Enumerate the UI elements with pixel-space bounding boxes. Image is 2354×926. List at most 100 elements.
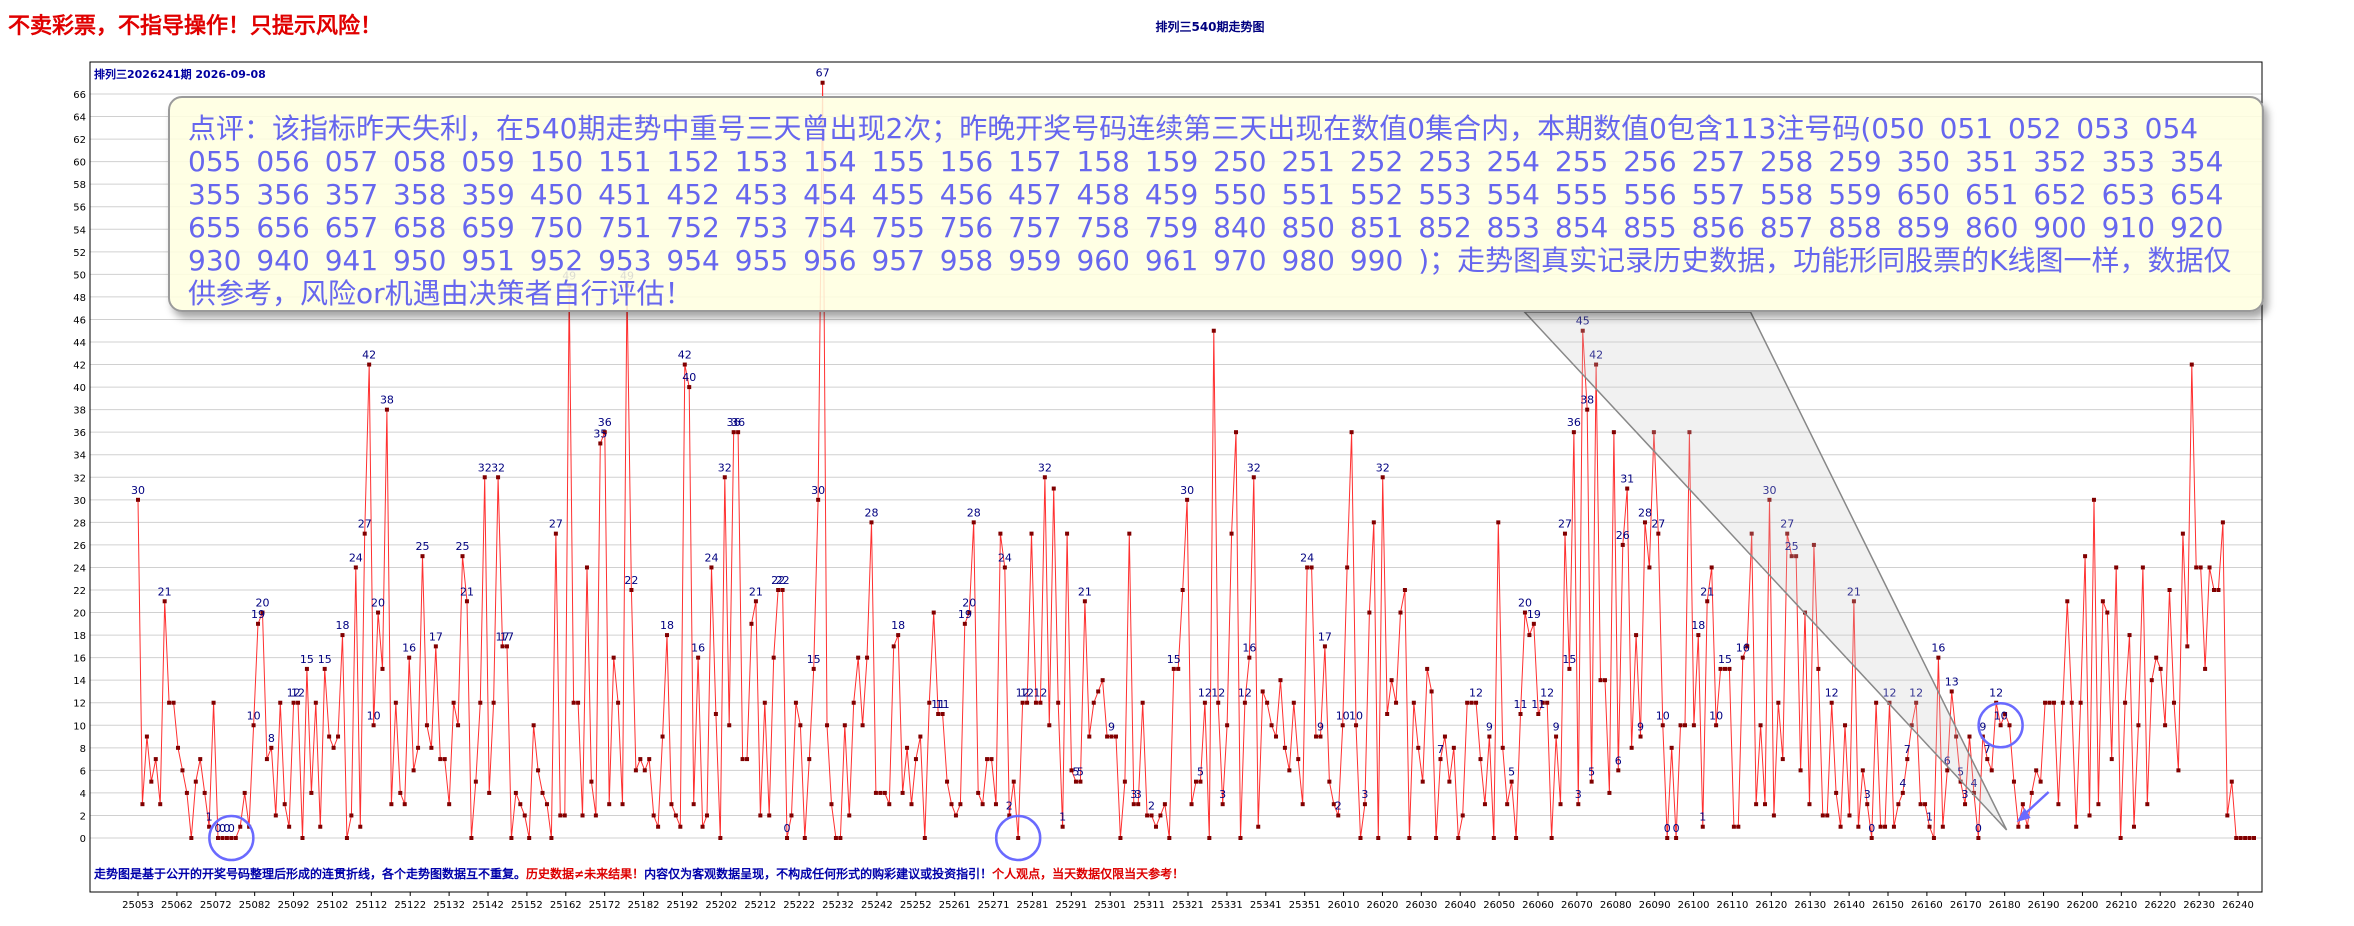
x-tick-label: 25142 (472, 900, 504, 911)
data-point (2234, 836, 2239, 840)
data-point (233, 836, 238, 840)
y-tick-label: 10 (73, 721, 86, 732)
x-tick-label: 25212 (744, 900, 776, 911)
data-label: 9 (1317, 721, 1324, 734)
data-point (1540, 700, 1545, 705)
data-label: 1 (1926, 811, 1933, 824)
data-point (1500, 745, 1505, 750)
data-label: 0 (1975, 822, 1982, 835)
data-label: 18 (891, 619, 905, 632)
data-label: 10 (1656, 709, 1670, 722)
marker-circle (208, 814, 255, 862)
data-point (1127, 531, 1132, 536)
x-tick-label: 25102 (317, 900, 349, 911)
data-point (1469, 700, 1474, 705)
data-point (1491, 836, 1496, 840)
data-label: 12 (1033, 687, 1047, 700)
data-point (469, 836, 474, 840)
data-label: 18 (335, 619, 349, 632)
data-point (193, 779, 198, 784)
data-label: 24 (349, 551, 363, 564)
x-tick-label: 26090 (1639, 900, 1671, 911)
data-label: 11 (936, 698, 950, 711)
data-point (158, 802, 163, 807)
data-label: 0 (1664, 822, 1671, 835)
data-label: 7 (1904, 743, 1911, 756)
data-point (149, 779, 154, 784)
data-label: 36 (1567, 416, 1581, 429)
data-point (971, 520, 976, 525)
data-point (211, 700, 216, 705)
data-label: 24 (1300, 551, 1314, 564)
y-tick-label: 24 (73, 563, 86, 574)
data-point (1327, 779, 1332, 784)
data-label: 3 (1219, 788, 1226, 801)
footnote-part2: 历史数据≠未来结果！ (526, 867, 645, 881)
data-label: 25 (456, 540, 470, 553)
data-point (496, 475, 501, 480)
data-point (1625, 486, 1630, 491)
data-point (1763, 802, 1768, 807)
data-point (758, 813, 763, 818)
data-point (358, 824, 363, 829)
data-point (176, 745, 181, 750)
data-point (1482, 802, 1487, 807)
data-point (1745, 644, 1750, 649)
data-point (727, 723, 732, 728)
data-label: 20 (962, 597, 976, 610)
x-tick-label: 26140 (1833, 900, 1865, 911)
comment-text: 点评：该指标昨天失利，在540期走势中重号三天曾出现2次；昨晚开奖号码连续第三天… (188, 112, 2232, 310)
data-point (1816, 666, 1821, 671)
data-label: 3 (1575, 788, 1582, 801)
data-point (1749, 531, 1754, 536)
y-tick-label: 40 (73, 383, 86, 394)
data-point (336, 734, 341, 739)
data-point (500, 644, 505, 649)
data-point (2123, 700, 2128, 705)
data-point (1096, 689, 1101, 694)
y-tick-label: 16 (73, 654, 86, 665)
x-tick-label: 25281 (1017, 900, 1049, 911)
data-point (1336, 813, 1341, 818)
data-point (1073, 779, 1078, 784)
data-point (1002, 565, 1007, 570)
y-tick-label: 62 (73, 135, 86, 146)
data-point (2211, 588, 2216, 592)
data-point (1909, 723, 1914, 728)
y-tick-label: 54 (73, 225, 86, 236)
data-point (2220, 520, 2225, 525)
data-point (1287, 768, 1292, 773)
data-label: 3 (1962, 788, 1969, 801)
data-point (607, 802, 612, 807)
data-point (905, 745, 910, 750)
data-point (1878, 824, 1883, 829)
arrow-head (2016, 808, 2031, 822)
y-tick-label: 6 (80, 766, 86, 777)
data-label: 28 (1638, 506, 1652, 519)
data-point (1918, 802, 1923, 807)
data-label: 36 (727, 416, 741, 429)
data-point (816, 497, 821, 502)
data-point (1216, 700, 1221, 705)
data-point (865, 655, 870, 660)
data-point (1260, 689, 1265, 694)
data-label: 17 (496, 630, 510, 643)
data-point (829, 802, 834, 807)
data-label: 21 (460, 585, 474, 598)
data-point (749, 621, 754, 626)
data-point (1100, 678, 1105, 683)
data-point (1180, 588, 1185, 592)
data-label: 32 (1376, 461, 1390, 474)
y-tick-label: 18 (73, 631, 86, 642)
data-point (1896, 802, 1901, 807)
data-point (1642, 520, 1647, 525)
y-tick-label: 36 (73, 428, 86, 439)
data-point (2007, 723, 2012, 728)
data-point (2025, 824, 2030, 829)
data-point (1602, 678, 1607, 683)
data-point (1007, 813, 1012, 818)
data-point (1322, 644, 1327, 649)
data-label: 21 (1847, 585, 1861, 598)
data-label: 32 (718, 461, 732, 474)
